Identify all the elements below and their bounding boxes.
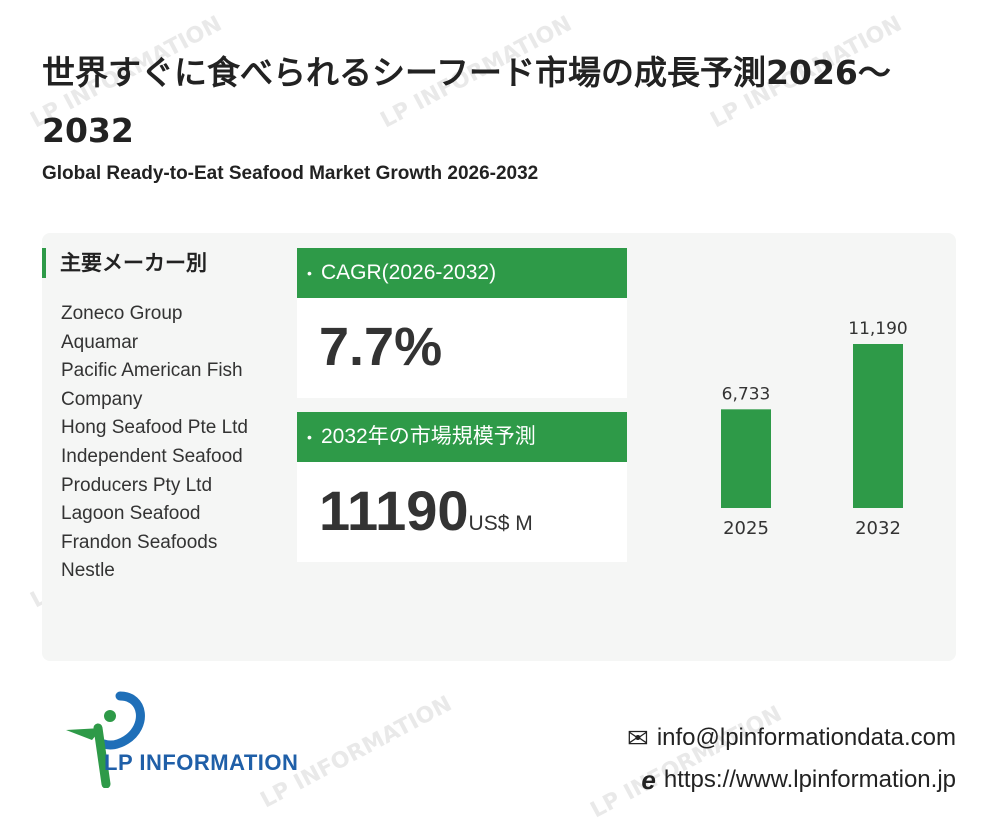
- bar-2025: [721, 409, 771, 508]
- forecast-value-line: 11190US$ M: [319, 478, 533, 543]
- bar-value-label: 6,733: [722, 384, 771, 404]
- manufacturer-list: Zoneco Group Aquamar Pacific American Fi…: [61, 300, 251, 586]
- forecast-label: 2032年の市場規模予測: [321, 425, 536, 448]
- manufacturer-item: Frandon Seafoods: [61, 531, 218, 553]
- contact-email: ✉ info@lpinformationdata.com: [627, 724, 956, 752]
- manufacturer-item: Pacific American Fish Company: [61, 360, 243, 410]
- page-subtitle: Global Ready-to-Eat Seafood Market Growt…: [42, 163, 539, 184]
- forecast-card: 11190US$ M: [297, 462, 627, 562]
- manufacturer-item: Hong Seafood Pte Ltd: [61, 417, 248, 439]
- cagr-card-header: • CAGR(2026-2032): [297, 248, 627, 298]
- manufacturer-item: Aquamar: [61, 331, 139, 353]
- manufacturer-item: Zoneco Group: [61, 303, 183, 324]
- watermark: LP INFORMATION: [586, 701, 787, 824]
- logo-icon: [66, 691, 145, 788]
- bar-value-label: 11,190: [848, 319, 907, 339]
- mail-icon: ✉: [627, 723, 649, 753]
- cagr-label: CAGR(2026-2032): [321, 261, 497, 284]
- contact-website: e https://www.lpinformation.jp: [641, 766, 956, 794]
- website-link[interactable]: https://www.lpinformation.jp: [663, 766, 956, 793]
- x-tick-label: 2025: [723, 518, 769, 539]
- x-tick-label: 2032: [855, 518, 901, 539]
- bar-2032: [853, 344, 903, 508]
- email-link[interactable]: info@lpinformationdata.com: [656, 724, 956, 751]
- manufacturer-item: Independent Seafood Producers Pty Ltd: [61, 445, 243, 496]
- cagr-value: 7.7%: [319, 317, 443, 377]
- manufacturer-item: Lagoon Seafood: [61, 503, 201, 525]
- forecast-card-header: • 2032年の市場規模予測: [297, 412, 627, 462]
- company-logo: LP INFORMATION: [62, 688, 302, 788]
- manufacturers-heading: 主要メーカー別: [42, 248, 207, 278]
- market-size-bar-chart: 6,733 2025 11,190 2032: [721, 319, 908, 539]
- forecast-value: 11190: [319, 479, 469, 542]
- cagr-card: 7.7%: [297, 298, 627, 398]
- browser-icon: e: [641, 765, 656, 795]
- page-title: 世界すぐに食べられるシーフード市場の成長予測2026～2032: [42, 53, 891, 150]
- forecast-unit: US$ M: [468, 512, 533, 535]
- logo-text: LP INFORMATION: [104, 750, 299, 775]
- manufacturer-item: Nestle: [61, 560, 115, 582]
